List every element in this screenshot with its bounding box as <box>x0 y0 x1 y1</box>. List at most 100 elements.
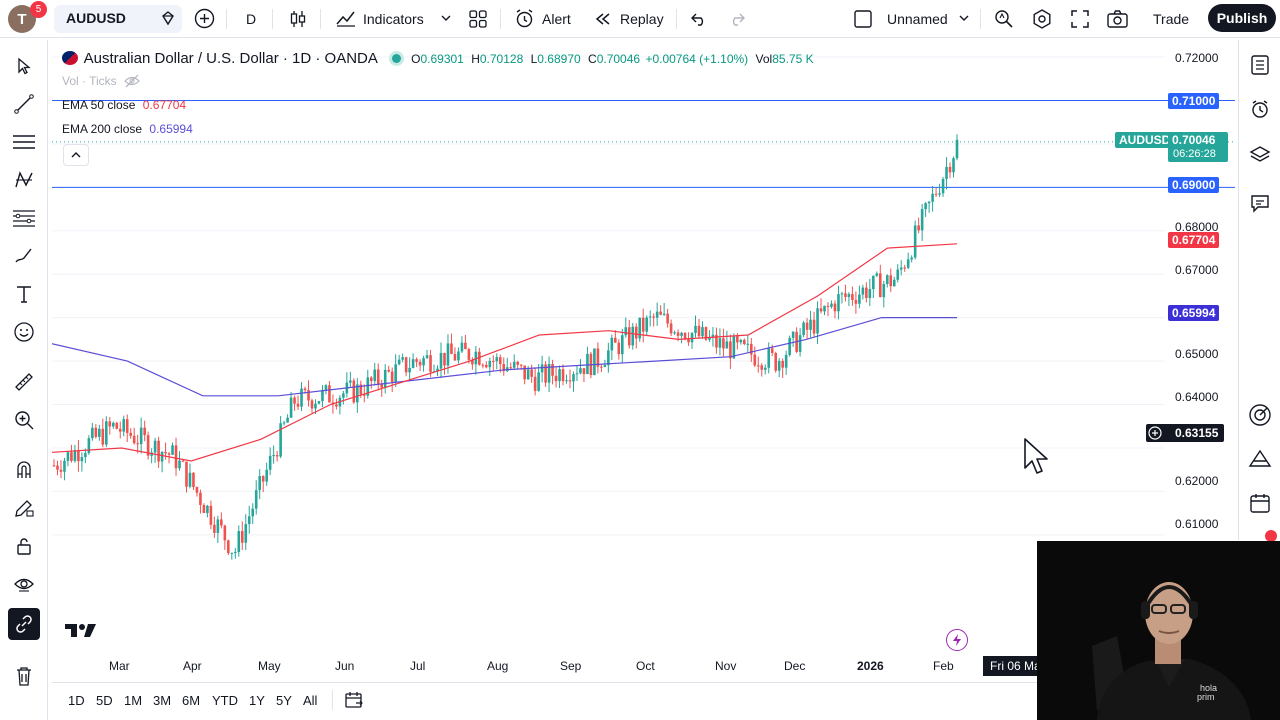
candle-body <box>624 327 628 336</box>
tradingview-logo[interactable] <box>64 622 98 643</box>
emoji-tool-icon[interactable] <box>8 316 40 348</box>
trend-line-icon[interactable] <box>8 88 40 120</box>
candle-body <box>781 360 784 368</box>
lock-icon[interactable] <box>8 530 40 562</box>
symbol-name[interactable]: AUDUSD <box>66 10 126 26</box>
brush-tool-icon[interactable] <box>8 240 40 272</box>
range-6m[interactable]: 6M <box>182 693 201 708</box>
add-plus-icon[interactable] <box>1146 424 1164 442</box>
range-1m[interactable]: 1M <box>124 693 143 708</box>
candle-body <box>94 427 98 437</box>
candle-body <box>669 323 673 334</box>
range-1y[interactable]: 1Y <box>249 693 265 708</box>
range-3m[interactable]: 3M <box>153 693 172 708</box>
text-tool-icon[interactable] <box>8 278 40 310</box>
layers-icon[interactable] <box>1245 140 1275 170</box>
range-1d[interactable]: 1D <box>68 693 85 708</box>
replay-button[interactable]: Replay <box>620 11 664 27</box>
trade-button[interactable]: Trade <box>1153 11 1190 27</box>
bookmark-icon[interactable] <box>160 10 176 26</box>
candle-body <box>906 259 910 268</box>
zoom-in-icon[interactable] <box>8 404 40 436</box>
candle-body <box>565 380 568 382</box>
undo-icon[interactable] <box>690 10 708 28</box>
goto-date-calendar-icon[interactable] <box>344 690 364 715</box>
pattern-tool-icon[interactable] <box>8 164 40 196</box>
watchlist-icon[interactable] <box>1245 50 1275 80</box>
ema200-legend[interactable]: EMA 200 close 0.65994 <box>62 122 193 136</box>
lightning-icon[interactable] <box>946 629 968 651</box>
hline-lower-tag[interactable]: 0.69000 <box>1168 177 1220 193</box>
candle-body <box>404 357 408 373</box>
horizontal-lines-icon[interactable] <box>8 126 40 158</box>
collapse-legend-button[interactable] <box>63 144 89 166</box>
candle-body <box>153 440 157 453</box>
candle-body <box>547 363 551 383</box>
ruler-measure-icon[interactable] <box>8 366 40 398</box>
candle-body <box>617 342 621 355</box>
magnet-icon[interactable] <box>8 454 40 486</box>
alerts-clock-icon[interactable] <box>1245 94 1275 124</box>
candle-body <box>903 267 907 269</box>
candle-body <box>868 289 872 299</box>
chat-icon[interactable] <box>1245 188 1275 218</box>
candle-body <box>519 364 523 366</box>
camera-snapshot-icon[interactable] <box>1106 8 1129 30</box>
fib-tool-icon[interactable] <box>8 202 40 234</box>
hline-upper-tag[interactable]: 0.71000 <box>1168 93 1220 109</box>
candle-body <box>746 343 750 345</box>
range-5d[interactable]: 5D <box>96 693 113 708</box>
candle-body <box>645 317 649 332</box>
chevron-down-icon[interactable] <box>440 12 452 24</box>
alert-button[interactable]: Alert <box>542 11 571 27</box>
quick-search-icon[interactable] <box>993 8 1015 30</box>
pencil-lock-icon[interactable] <box>8 492 40 524</box>
compare-add-icon[interactable] <box>194 8 215 29</box>
candle-body <box>889 275 893 287</box>
candle-body <box>122 419 126 432</box>
separator <box>332 690 333 710</box>
ema50-legend[interactable]: EMA 50 close 0.67704 <box>62 98 186 112</box>
candle-body <box>596 348 600 367</box>
calendar-icon[interactable] <box>1245 488 1275 518</box>
indicators-button[interactable]: Indicators <box>363 11 424 27</box>
fullscreen-icon[interactable] <box>1069 8 1091 30</box>
range-all[interactable]: All <box>303 693 318 708</box>
price-axis-label: 0.65000 <box>1175 347 1219 361</box>
templates-grid-icon[interactable] <box>468 9 488 29</box>
range-ytd[interactable]: YTD <box>212 693 238 708</box>
price-chart[interactable] <box>51 40 1235 680</box>
candle-body <box>722 338 725 349</box>
indicators-icon[interactable] <box>335 8 357 28</box>
eye-visibility-icon[interactable] <box>8 568 40 600</box>
candle-body <box>774 353 778 371</box>
link-sync-icon[interactable] <box>8 608 40 640</box>
ideas-icon[interactable] <box>1245 444 1275 474</box>
legend-title[interactable]: Australian Dollar / U.S. Dollar · 1D · O… <box>83 50 378 67</box>
alarm-clock-icon[interactable] <box>514 8 535 29</box>
symbol-search[interactable] <box>54 5 182 33</box>
candle-body <box>610 337 614 351</box>
candle-body <box>607 350 610 366</box>
target-icon[interactable] <box>1245 400 1275 430</box>
interval-button[interactable]: D <box>246 11 257 27</box>
layout-name[interactable]: Unnamed <box>887 11 948 27</box>
candle-body <box>749 343 753 355</box>
volume-ticks-row[interactable]: Vol · Ticks <box>62 74 140 91</box>
candle-body <box>275 455 279 457</box>
open-label: O <box>411 52 421 66</box>
replay-rewind-icon[interactable] <box>594 10 612 28</box>
range-5y[interactable]: 5Y <box>276 693 292 708</box>
trash-delete-icon[interactable] <box>8 660 40 692</box>
redo-icon[interactable] <box>728 10 746 28</box>
candle-body <box>314 403 317 409</box>
candle-body <box>847 294 851 297</box>
settings-gear-icon[interactable] <box>1031 8 1053 30</box>
candles-icon[interactable] <box>288 9 308 29</box>
cursor-tool-icon[interactable] <box>8 50 40 82</box>
checkbox-square-icon[interactable] <box>853 9 873 29</box>
eye-hidden-icon[interactable] <box>124 74 140 91</box>
publish-button[interactable]: Publish <box>1208 4 1276 32</box>
candle-body <box>366 377 370 396</box>
chevron-down-icon[interactable] <box>958 12 970 24</box>
